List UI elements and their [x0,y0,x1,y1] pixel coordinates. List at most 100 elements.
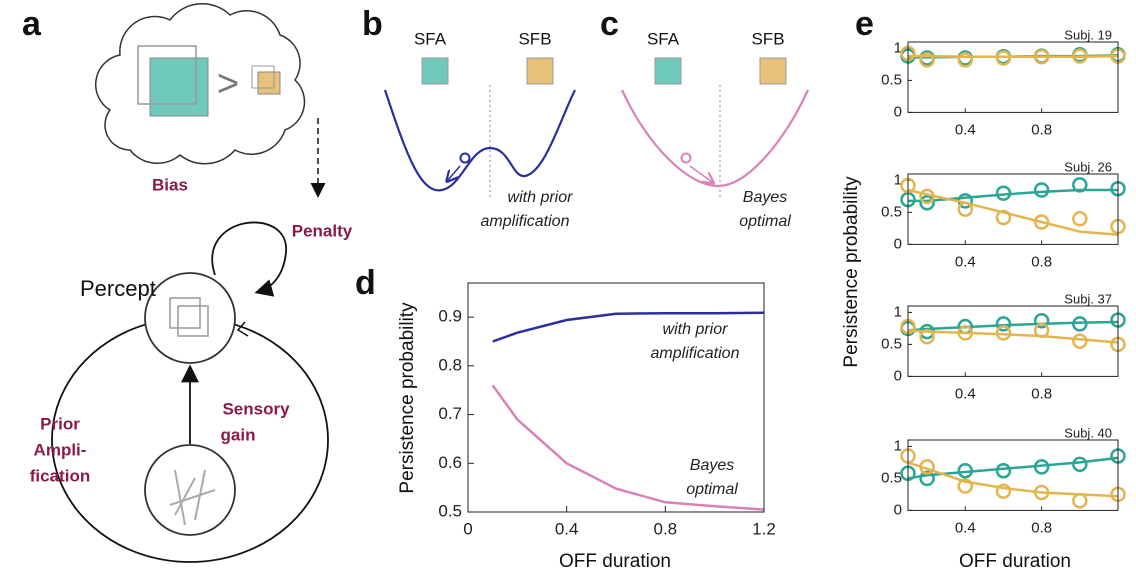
cube [257,71,281,95]
plot-frame [907,439,1119,511]
note: amplification [481,213,570,230]
arrow [448,165,461,180]
x-axis-label: OFF duration [959,551,1071,572]
data-point [919,188,935,205]
data-point [957,201,974,217]
percept-circle [144,272,236,364]
x-tick-label: 0.8 [1031,519,1052,536]
data-point [919,195,935,211]
annotation: optimal [686,481,738,498]
data-point [1072,333,1088,349]
annotation: amplification [651,345,740,362]
fit-line [907,456,1119,480]
cube-edge [177,305,209,337]
prior-label: Prior [40,414,80,433]
x-tick-label: 0.4 [955,519,976,536]
subplot-title: Subj. 26 [1064,159,1112,174]
bias-label: Bias [152,175,188,194]
fit-line [908,188,1118,203]
state-label: SFA [647,29,680,48]
data-point [1072,177,1088,193]
cube-edge [251,65,275,89]
y-tick-label: 1 [894,171,902,188]
data-point [995,316,1012,332]
plot-frame [907,173,1119,245]
data-point [1033,484,1050,501]
annotation: with prior [663,321,729,338]
panel-label: d [355,264,376,302]
cube [526,57,554,85]
x-tick-label: 0.8 [654,519,678,538]
data-point [957,52,974,68]
ball [680,152,692,164]
y-axis-label: Persistence probability [397,302,418,494]
panel-label: c [600,5,619,43]
x-tick-label: 0 [463,519,472,538]
cube [421,57,449,85]
panel-label: b [362,5,383,43]
subplot-title: Subj. 40 [1064,425,1112,440]
panel-label: e [855,5,874,43]
panel-label: a [22,5,42,43]
data-point [1033,322,1050,339]
note: optimal [739,213,791,230]
data-point [919,52,935,68]
cube-edge [137,45,197,105]
cube [759,57,787,85]
fit-line [908,54,1119,58]
y-tick-label: 0.6 [438,453,462,472]
data-point [919,470,935,487]
data-line [491,384,765,511]
state-label: SFB [518,29,551,48]
subplot-title: Subj. 37 [1064,291,1112,306]
data-point [1033,214,1050,230]
data-point [919,328,935,345]
penalty-label: Penalty [292,221,353,240]
data-point [957,478,974,494]
prior-label: fication [30,466,90,485]
x-tick-label: 0.4 [955,385,976,402]
state-label: SFA [414,29,447,48]
data-point [995,325,1012,341]
arrow [689,165,712,182]
stimulus-circle [144,444,236,536]
y-tick-label: 0.5 [881,469,902,486]
energy-curve [621,89,809,188]
fit-line [907,329,1119,344]
data-point [1033,48,1050,65]
data-point [1072,48,1088,64]
compare-sign: > [217,63,239,105]
y-tick-label: 0 [894,103,902,120]
cube-edge [169,297,201,329]
y-tick-label: 0 [894,235,902,252]
plot-frame [467,282,765,513]
data-point [1033,312,1050,329]
y-tick-label: 1 [894,303,902,320]
y-tick-label: 0.7 [438,404,462,423]
data-point [995,462,1012,479]
plot-frame [907,305,1119,377]
y-tick-label: 0.5 [881,203,902,220]
y-tick-label: 1 [894,39,902,56]
data-point [995,185,1012,201]
x-tick-label: 0.8 [1031,121,1052,138]
data-line [492,311,765,343]
cube [654,57,682,85]
fit-line [907,188,1119,237]
x-tick-label: 0.4 [955,253,976,270]
sensory-label: gain [221,425,256,444]
y-tick-label: 0.8 [438,355,462,374]
data-point [957,325,974,341]
data-point [1033,182,1050,198]
sensory-label: Sensory [222,399,290,418]
note: Bayes [743,189,787,206]
data-point [1033,459,1050,475]
x-tick-label: 0.4 [555,519,579,538]
plot-frame [907,41,1119,113]
x-tick-label: 1.2 [752,519,776,538]
prior-label: Ampli- [34,440,87,459]
y-tick-label: 0.5 [881,71,902,88]
annotation: Bayes [690,457,734,474]
x-tick-label: 0.4 [955,121,976,138]
x-tick-label: 0.8 [1031,385,1052,402]
